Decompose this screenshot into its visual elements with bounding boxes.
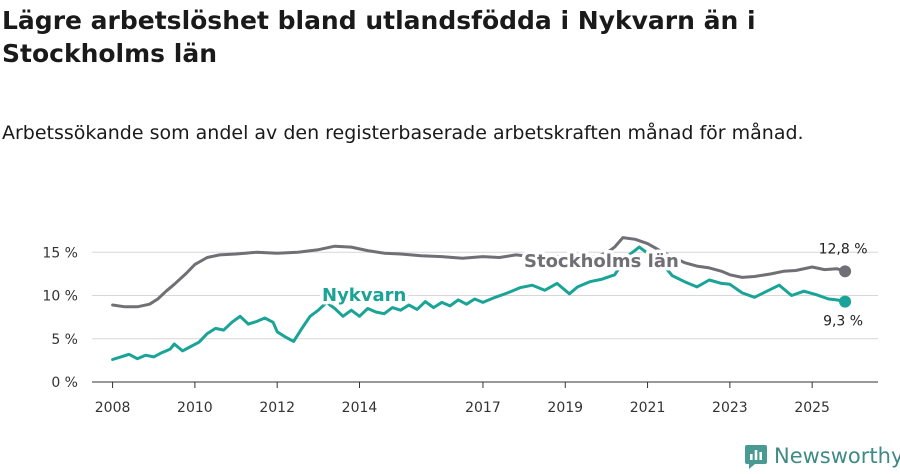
x-tick-label: 2012 (259, 400, 295, 416)
x-tick-label: 2025 (794, 400, 830, 416)
series-label-nykvarn: Nykvarn (322, 285, 406, 306)
newsworthy-logo-icon (745, 445, 767, 469)
series-line-stockholms-lan (111, 236, 847, 309)
end-label-stockholms-lan: 12,8 % (819, 241, 868, 257)
y-tick-label: 5 % (51, 332, 78, 348)
brand-logo: Newsworthy (744, 442, 900, 470)
series-line-nykvarn (111, 245, 847, 361)
chart-title: Lägre arbetslöshet bland utlandsfödda i … (2, 6, 756, 68)
series-label-nykvarn-halo: Nykvarn (322, 285, 406, 306)
x-tick-label: 2010 (177, 400, 213, 416)
x-tick-label: 2014 (342, 400, 378, 416)
end-marker (839, 295, 852, 308)
x-tick-label: 2017 (465, 400, 501, 416)
chart-subtitle: Arbetssökande som andel av den registerb… (2, 122, 804, 144)
series-label-stockholms-lan-halo: Stockholms län (524, 251, 679, 272)
end-marker (839, 265, 852, 278)
brand-name: Newsworthy (774, 444, 900, 468)
x-tick-label: 2021 (630, 400, 666, 416)
end-label-nykvarn: 9,3 % (823, 314, 863, 330)
y-tick-label: 10 % (42, 289, 78, 305)
y-tick-label: 15 % (42, 245, 78, 261)
y-tick-label: 0 % (51, 375, 78, 391)
x-tick-label: 2019 (547, 400, 583, 416)
series-label-stockholms-lan: Stockholms län (524, 251, 679, 272)
x-tick-label: 2023 (712, 400, 748, 416)
x-tick-label: 2008 (95, 400, 131, 416)
